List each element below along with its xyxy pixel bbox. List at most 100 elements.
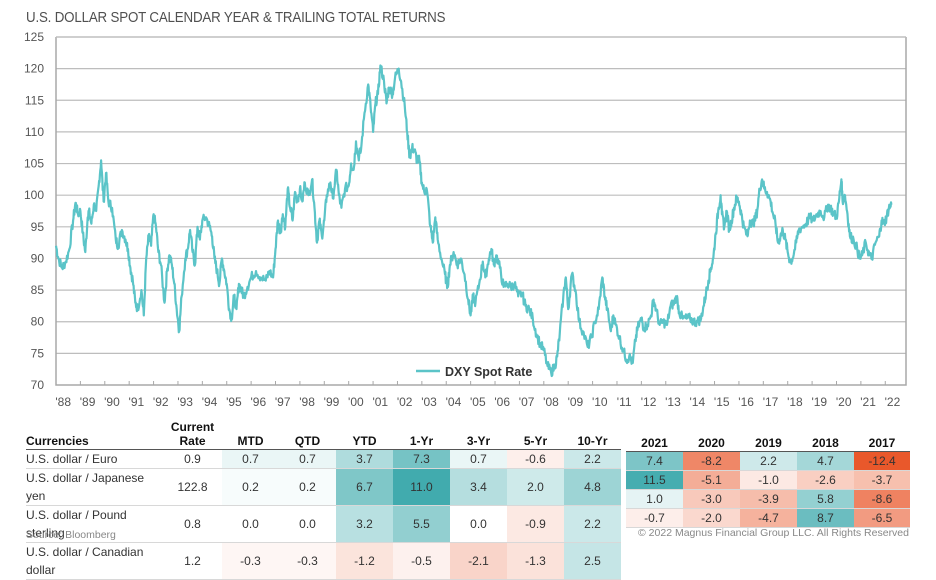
x-tick-label: '08 bbox=[543, 395, 559, 409]
current-rate: 0.9 bbox=[163, 449, 222, 469]
y-tick-label: 100 bbox=[24, 188, 44, 202]
x-tick-label: '93 bbox=[177, 395, 193, 409]
return-cell: 7.3 bbox=[393, 449, 450, 469]
return-cell: 2.2 bbox=[564, 449, 621, 469]
y-tick-label: 95 bbox=[31, 220, 45, 234]
x-tick-label: '06 bbox=[494, 395, 510, 409]
x-tick-label: '96 bbox=[250, 395, 266, 409]
return-cell: 0.2 bbox=[279, 468, 336, 506]
return-cell: -0.5 bbox=[393, 542, 450, 580]
return-cell: -3.0 bbox=[683, 489, 740, 509]
x-tick-label: '98 bbox=[299, 395, 315, 409]
y-tick-label: 70 bbox=[31, 378, 45, 392]
return-cell: -2.0 bbox=[683, 508, 740, 528]
return-cell: 2.0 bbox=[507, 468, 564, 506]
header-2021: 2021 bbox=[626, 420, 683, 452]
return-cell: 2.2 bbox=[564, 505, 621, 543]
header-mtd: MTD bbox=[222, 420, 279, 450]
current-rate: 0.8 bbox=[163, 505, 222, 543]
return-cell: -4.7 bbox=[740, 508, 797, 528]
return-cell: 5.5 bbox=[393, 505, 450, 543]
x-tick-label: '10 bbox=[592, 395, 608, 409]
return-cell: 4.8 bbox=[564, 468, 621, 506]
header-current-rate: Current Rate bbox=[163, 420, 222, 450]
x-tick-label: '88 bbox=[55, 395, 71, 409]
x-tick-label: '17 bbox=[763, 395, 779, 409]
return-cell: -8.6 bbox=[854, 489, 910, 509]
y-axis-ticks: 125 120 115 110 105 100 95 90 85 80 75 70 bbox=[24, 30, 44, 392]
header-5yr: 5-Yr bbox=[507, 420, 564, 450]
header-qtd: QTD bbox=[279, 420, 336, 450]
return-cell: 0.0 bbox=[450, 505, 507, 543]
return-cell: 11.5 bbox=[626, 470, 683, 490]
x-tick-label: '04 bbox=[446, 395, 462, 409]
current-rate: 1.2 bbox=[163, 542, 222, 580]
header-2019: 2019 bbox=[740, 420, 797, 452]
y-tick-label: 110 bbox=[25, 125, 44, 139]
legend: DXY Spot Rate bbox=[416, 362, 532, 379]
return-cell: -0.3 bbox=[222, 542, 279, 580]
return-cell: 0.0 bbox=[279, 505, 336, 543]
x-tick-label: '21 bbox=[860, 395, 876, 409]
return-cell: 2.2 bbox=[740, 451, 797, 471]
return-cell: 11.0 bbox=[393, 468, 450, 506]
return-cell: -2.6 bbox=[797, 470, 854, 490]
dxy-line-chart: 125 120 115 110 105 100 95 90 85 80 75 70 '88 '89 '90… bbox=[24, 30, 907, 409]
return-cell: -1.0 bbox=[740, 470, 797, 490]
y-tick-label: 105 bbox=[24, 157, 44, 171]
return-cell: 3.2 bbox=[336, 505, 393, 543]
x-tick-label: '94 bbox=[202, 395, 218, 409]
header-3yr: 3-Yr bbox=[450, 420, 507, 450]
table-row: U.S. dollar / Euro 0.9 0.7 0.7 3.7 7.3 0.7 -0.6… bbox=[26, 449, 621, 469]
return-cell: 8.7 bbox=[797, 508, 854, 528]
gridlines bbox=[55, 36, 907, 386]
table-row: -0.7 -2.0 -4.7 8.7 -6.5 bbox=[626, 508, 910, 528]
x-tick-label: '14 bbox=[690, 395, 706, 409]
x-tick-label: '03 bbox=[421, 395, 437, 409]
x-tick-label: '20 bbox=[836, 395, 852, 409]
return-cell: 0.7 bbox=[222, 449, 279, 469]
return-cell: -2.1 bbox=[450, 542, 507, 580]
chart-title: U.S. DOLLAR SPOT CALENDAR YEAR & TRAILIN… bbox=[26, 10, 446, 26]
return-cell: 1.0 bbox=[626, 489, 683, 509]
return-cell: 0.7 bbox=[450, 449, 507, 469]
table-row: 7.4 -8.2 2.2 4.7 -12.4 bbox=[626, 451, 910, 471]
return-cell: -8.2 bbox=[683, 451, 740, 471]
return-cell: -6.5 bbox=[854, 508, 910, 528]
currency-label: U.S. dollar / Euro bbox=[26, 449, 163, 469]
return-cell: -12.4 bbox=[854, 451, 910, 471]
return-cell: -3.9 bbox=[740, 489, 797, 509]
x-tick-label: '12 bbox=[641, 395, 657, 409]
return-cell: -3.7 bbox=[854, 470, 910, 490]
return-cell: 0.0 bbox=[222, 505, 279, 543]
x-tick-label: '90 bbox=[104, 395, 120, 409]
header-2018: 2018 bbox=[797, 420, 854, 452]
x-tick-label: '97 bbox=[275, 395, 291, 409]
header-10yr: 10-Yr bbox=[564, 420, 621, 450]
header-2017: 2017 bbox=[854, 420, 910, 452]
return-cell: -0.7 bbox=[626, 508, 683, 528]
x-tick-label: '13 bbox=[665, 395, 681, 409]
return-cell: 0.2 bbox=[222, 468, 279, 506]
return-cell: -1.2 bbox=[336, 542, 393, 580]
table-row: 11.5 -5.1 -1.0 -2.6 -3.7 bbox=[626, 470, 910, 490]
x-axis-ticks: '88 '89 '90 '91 '92 '93 '94 '95 '96 '97 '98 '99 '00 '… bbox=[55, 381, 901, 409]
currency-label: U.S. dollar / Pound sterling bbox=[26, 505, 163, 543]
return-cell: 3.4 bbox=[450, 468, 507, 506]
x-tick-label: '07 bbox=[519, 395, 535, 409]
source-note: Source: Bloomberg bbox=[26, 529, 116, 541]
y-tick-label: 85 bbox=[31, 283, 45, 297]
return-cell: 5.8 bbox=[797, 489, 854, 509]
copyright-note: © 2022 Magnus Financial Group LLC. All R… bbox=[638, 527, 909, 539]
y-tick-label: 120 bbox=[24, 62, 44, 76]
x-tick-label: '16 bbox=[738, 395, 754, 409]
return-cell: -0.9 bbox=[507, 505, 564, 543]
table-row: 1.0 -3.0 -3.9 5.8 -8.6 bbox=[626, 489, 910, 509]
return-cell: 3.7 bbox=[336, 449, 393, 469]
x-tick-label: '22 bbox=[885, 395, 901, 409]
calendar-year-returns-table: 2021 2020 2019 2018 2017 7.4 -8.2 2.2 4.7 -1… bbox=[626, 420, 910, 528]
y-tick-label: 90 bbox=[31, 251, 45, 265]
x-tick-label: '91 bbox=[129, 395, 145, 409]
currency-label: U.S. dollar / Canadian dollar bbox=[26, 542, 163, 580]
x-tick-label: '15 bbox=[714, 395, 730, 409]
